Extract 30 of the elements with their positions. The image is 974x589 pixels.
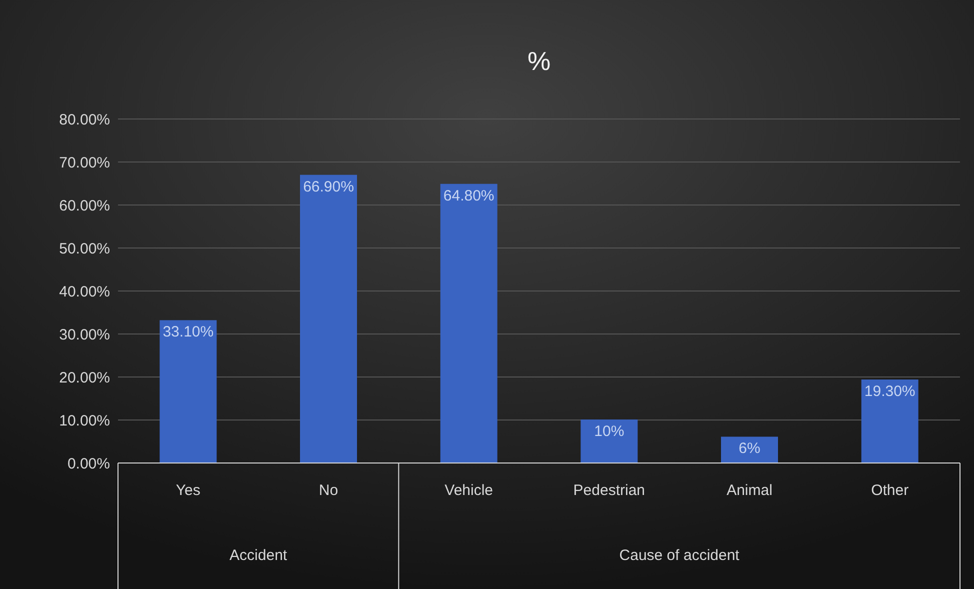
x-tick-label: Yes — [176, 482, 200, 499]
bar — [580, 420, 638, 464]
y-tick-label: 20.00% — [59, 369, 110, 386]
data-label: 66.90% — [303, 178, 354, 196]
x-tick-label: Animal — [726, 482, 772, 499]
data-label: 19.30% — [864, 383, 916, 400]
text: Accident — [230, 547, 288, 564]
y-tick-label: 10.00% — [59, 412, 110, 430]
bar — [160, 320, 217, 464]
y-tick-label: 50.00% — [59, 240, 110, 258]
bar — [440, 184, 498, 464]
x-tick-label: No — [318, 482, 338, 499]
y-tick-label: 70.00% — [59, 154, 110, 172]
chart-title: % — [527, 46, 551, 76]
bar — [861, 380, 918, 464]
y-tick-label: 60.00% — [59, 197, 110, 214]
y-tick-label: 30.00% — [59, 326, 110, 344]
y-tick-label: 0.00% — [67, 455, 110, 472]
bar — [721, 436, 778, 464]
data-label: 33.10% — [162, 324, 214, 341]
text: Cause of accident — [619, 547, 740, 564]
y-tick-label: 80.00% — [59, 111, 110, 128]
bar — [300, 174, 357, 464]
y-tick-label: 40.00% — [59, 283, 110, 300]
data-label: 64.80% — [443, 187, 494, 204]
x-tick-label: Other — [871, 482, 909, 499]
x-tick-label: Vehicle — [444, 482, 494, 499]
data-label: 10% — [594, 423, 624, 440]
x-tick-label: Pedestrian — [573, 482, 646, 499]
data-label: 6% — [738, 440, 760, 458]
